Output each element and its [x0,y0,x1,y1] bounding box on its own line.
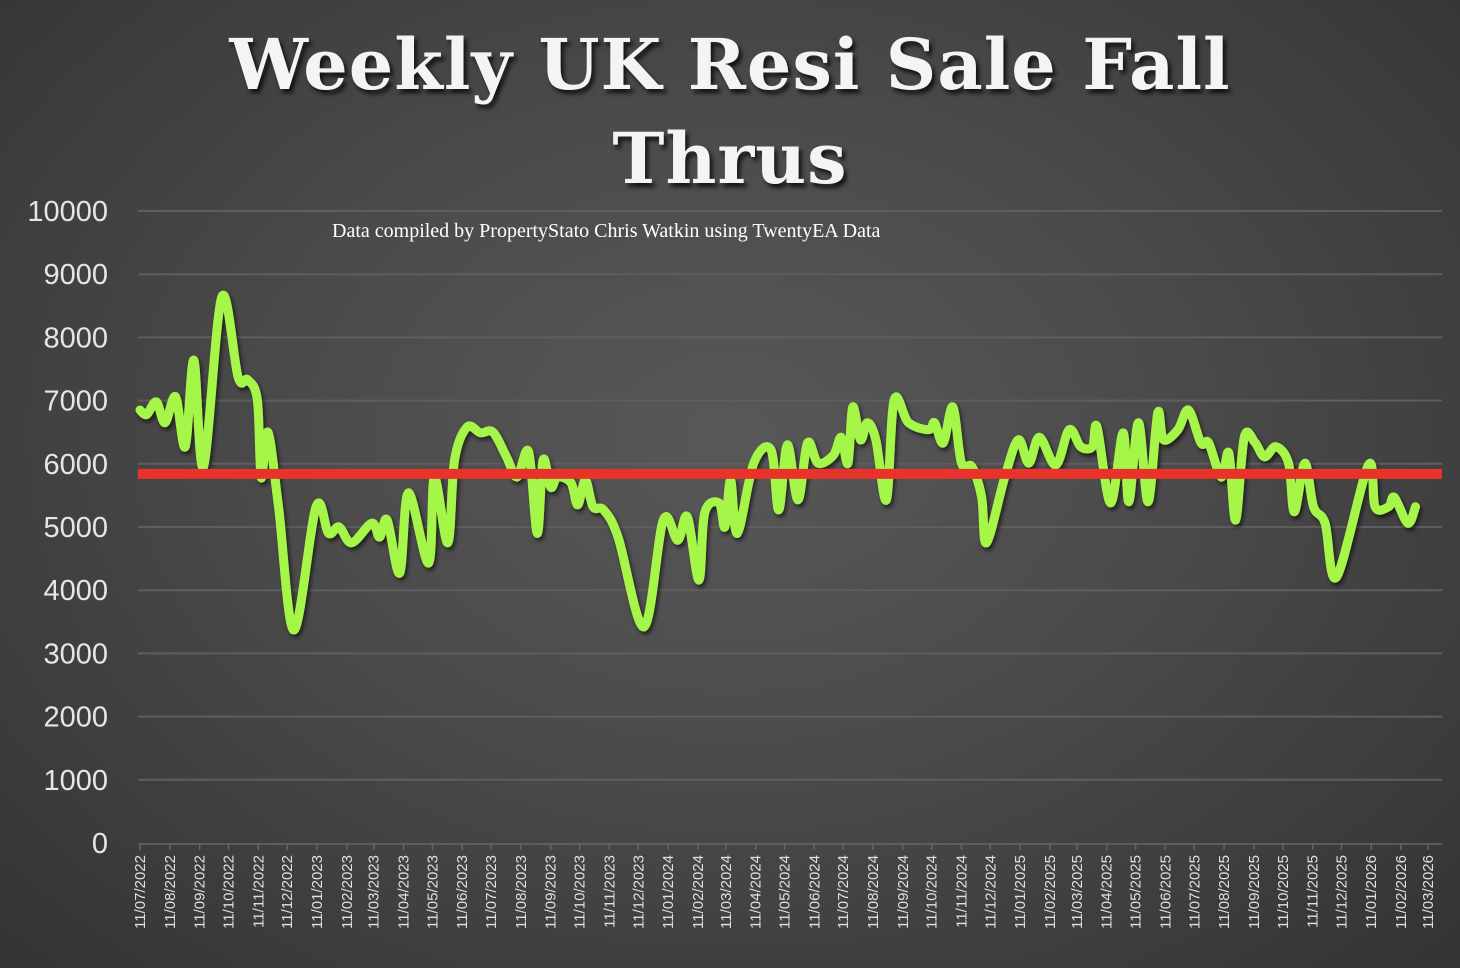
y-tick-label: 4000 [43,575,108,607]
x-tick-label: 11/01/2024 [660,855,677,929]
x-tick-label: 11/02/2023 [339,855,356,929]
x-tick-label: 11/10/2022 [220,855,237,929]
x-tick-label: 11/09/2023 [543,855,560,929]
x-tick-label: 11/06/2025 [1157,855,1174,929]
x-tick-label: 11/12/2025 [1333,855,1350,929]
x-tick-label: 11/09/2024 [895,855,912,929]
chart-title-line-2: Thrus [612,117,848,200]
x-tick-label: 11/06/2024 [806,855,823,929]
y-tick-label: 8000 [43,322,108,354]
x-tick-label: 11/12/2023 [630,855,647,929]
x-tick-label: 11/04/2024 [748,855,765,929]
x-tick-label: 11/02/2025 [1042,855,1059,929]
x-tick-label: 11/08/2023 [513,855,530,929]
x-axis: 11/07/2022 11/08/2022 11/09/2022 11/10/2022… [132,843,1442,929]
x-tick-label: 11/05/2025 [1128,855,1145,929]
y-axis: 0 1000 2000 3000 4000 5000 6000 7000 8000 9000 100… [27,196,108,860]
x-tick-label: 11/07/2024 [835,855,852,929]
y-tick-label: 5000 [43,512,108,544]
data-credit-annotation: Data compiled by PropertyStato Chris Wat… [332,220,881,242]
chart-title: Weekly UK Resi Sale Fall Thrus [0,18,1460,206]
x-tick-label: 11/07/2023 [483,855,500,929]
x-tick-label: 11/02/2026 [1393,855,1410,929]
x-tick-label: 11/11/2025 [1305,855,1322,928]
x-tick-label: 11/05/2023 [424,855,441,929]
x-tick-label: 11/11/2022 [250,855,267,928]
y-tick-label: 2000 [43,702,108,734]
x-tick-label: 11/10/2025 [1275,855,1292,929]
x-tick-label: 11/01/2026 [1363,855,1380,929]
y-tick-label: 9000 [43,259,108,291]
x-tick-label: 11/12/2022 [279,855,296,929]
x-tick-label: 11/10/2024 [924,855,941,929]
y-tick-label: 1000 [43,765,108,797]
series-line [135,290,1420,635]
y-tick-label: 10000 [27,196,108,228]
x-tick-label: 11/01/2025 [1012,855,1029,929]
x-tick-label: 11/05/2024 [776,855,793,929]
x-tick-label: 11/08/2024 [865,855,882,929]
x-tick-label: 11/06/2023 [454,855,471,929]
x-tick-label: 11/07/2025 [1186,855,1203,929]
x-tick-label: 11/03/2025 [1069,855,1086,929]
x-tick-label: 11/08/2025 [1216,855,1233,929]
y-tick-label: 3000 [43,638,108,670]
x-tick-label: 11/10/2023 [572,855,589,929]
x-tick-label: 11/04/2025 [1099,855,1116,929]
x-tick-label: 11/02/2024 [690,855,707,929]
x-tick-label: 11/12/2024 [982,855,999,929]
chart-title-line-1: Weekly UK Resi Sale Fall [229,23,1231,106]
x-tick-label: 11/03/2024 [718,855,735,929]
x-tick-label: 11/11/2023 [601,855,618,928]
y-tick-label: 0 [92,828,108,860]
gridlines [138,210,1442,781]
x-tick-label: 11/03/2026 [1420,855,1437,929]
x-tick-label: 11/08/2022 [162,855,179,929]
x-tick-label: 11/07/2022 [132,855,149,929]
x-tick-label: 11/04/2023 [396,855,413,929]
x-tick-label: 11/01/2023 [309,855,326,929]
x-tick-label: 11/09/2022 [192,855,209,929]
y-tick-label: 7000 [43,386,108,418]
x-tick-label: 11/11/2024 [953,855,970,928]
x-tick-label: 11/03/2023 [366,855,383,929]
y-tick-label: 6000 [43,449,108,481]
x-tick-label: 11/09/2025 [1246,855,1263,929]
